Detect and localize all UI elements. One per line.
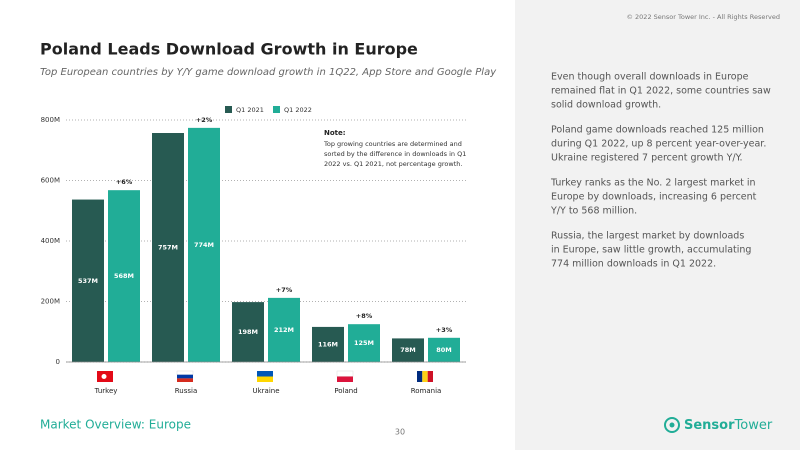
paragraph-line: solid download growth. (551, 100, 661, 111)
flag-russia (177, 374, 193, 379)
logo: SensorTower (664, 417, 773, 433)
legend-swatch (273, 106, 280, 113)
bar (428, 337, 460, 362)
growth-label: +7% (276, 286, 293, 294)
chart-subtitle: Top European countries by Y/Y game downl… (40, 67, 497, 78)
flag-russia (176, 370, 194, 375)
chart-title: Poland Leads Download Growth in Europe (40, 40, 418, 59)
flag-russia (177, 378, 193, 382)
bar (232, 302, 264, 362)
bar (392, 338, 424, 362)
logo-part: Tower (734, 418, 773, 433)
note-line: Top growing countries are determined and (323, 140, 462, 148)
value-label: 80M (436, 346, 452, 354)
growth-label: +2% (196, 116, 213, 124)
paragraph-line: Y/Y to 568 million. (550, 206, 637, 217)
growth-label: +6% (116, 178, 133, 186)
value-label: 568M (114, 272, 134, 280)
flag-symbol (101, 374, 107, 379)
growth-label: +8% (356, 312, 373, 320)
y-tick-label: 0 (56, 358, 60, 366)
legend-label: Q1 2021 (236, 106, 264, 114)
value-label: 774M (194, 241, 214, 249)
footer: Market Overview: Europe (40, 418, 191, 432)
x-tick-label: Romania (411, 387, 442, 395)
legend-label: Q1 2022 (284, 106, 312, 114)
y-tick-label: 200M (41, 298, 60, 306)
bar (108, 190, 140, 362)
x-tick-label: Poland (334, 387, 357, 395)
flag-romania (427, 371, 433, 382)
copyright: © 2022 Sensor Tower Inc. - All Rights Re… (626, 13, 780, 21)
paragraph-line: Poland game downloads reached 125 millio… (551, 125, 764, 136)
bar (188, 127, 220, 363)
flag-ukraine (257, 371, 273, 377)
paragraph-line: Even though overall downloads in Europe (551, 72, 749, 83)
y-tick-label: 400M (41, 237, 60, 245)
paragraph-line: remained flat in Q1 2022, some countries… (551, 86, 771, 97)
page-number: 30 (395, 428, 405, 437)
bar (152, 133, 184, 362)
bar (72, 199, 104, 362)
growth-label: +3% (436, 326, 453, 334)
logo-icon (669, 422, 675, 428)
value-label: 125M (354, 339, 374, 347)
y-tick-label: 800M (41, 116, 60, 124)
paragraph-line: Europe by downloads, increasing 6 percen… (551, 192, 757, 203)
value-label: 116M (318, 340, 338, 348)
note-line: sorted by the difference in downloads in… (324, 150, 466, 158)
bar (348, 324, 380, 362)
paragraph-line: Russia, the largest market by downloads (551, 231, 744, 242)
flag-ukraine (257, 376, 273, 382)
flag-romania (422, 371, 428, 382)
value-label: 78M (400, 346, 416, 354)
logo-icon (664, 417, 680, 433)
side-panel (515, 0, 800, 450)
flag-romania (417, 371, 423, 382)
flag-poland (337, 376, 353, 382)
bar (268, 297, 300, 362)
note-heading: Note: (324, 129, 346, 137)
logo-part: Sensor (684, 418, 735, 433)
paragraph-line: Ukraine registered 7 percent growth Y/Y. (551, 153, 742, 164)
value-label: 537M (78, 277, 98, 285)
flag-poland (336, 370, 354, 377)
bar (312, 326, 344, 362)
note-line: 2022 vs. Q1 2021, not percentage growth. (324, 160, 462, 168)
value-label: 198M (238, 328, 258, 336)
y-tick-label: 600M (41, 177, 60, 185)
paragraph-line: 774 million downloads in Q1 2022. (551, 259, 716, 270)
paragraph-line: Turkey ranks as the No. 2 largest market… (550, 178, 756, 189)
x-tick-label: Turkey (94, 387, 118, 395)
value-label: 757M (158, 244, 178, 252)
paragraph-line: during Q1 2022, up 8 percent year-over-y… (551, 139, 766, 150)
logo-text: SensorTower (684, 418, 773, 433)
legend-swatch (225, 106, 232, 113)
x-tick-label: Ukraine (252, 387, 279, 395)
flags (97, 370, 433, 382)
paragraph-line: in Europe, saw little growth, accumulati… (551, 245, 751, 256)
value-label: 212M (274, 326, 294, 334)
x-tick-label: Russia (175, 387, 198, 395)
